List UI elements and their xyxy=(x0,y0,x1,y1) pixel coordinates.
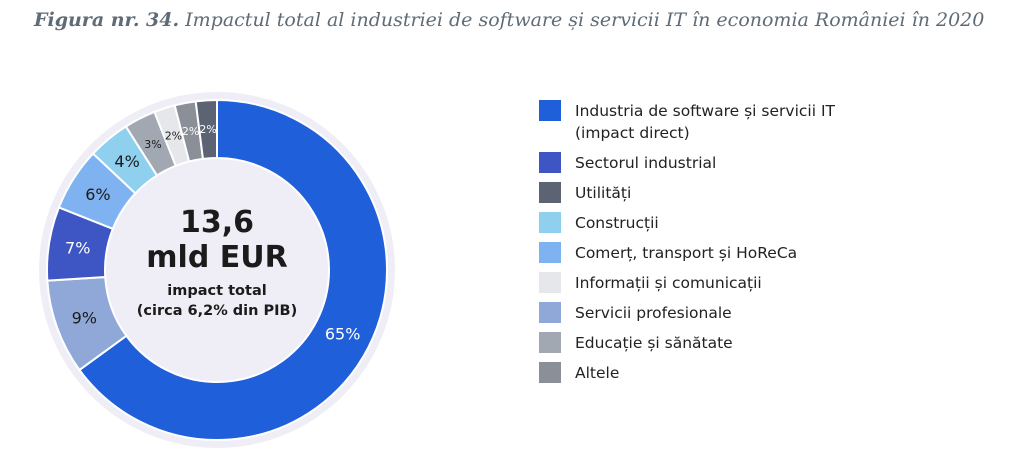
slice-label: 4% xyxy=(114,152,139,171)
slice-label: 2% xyxy=(165,129,182,142)
figure-caption: Figura nr. 34. Impactul total al industr… xyxy=(34,6,994,34)
legend-swatch xyxy=(539,152,561,173)
legend-swatch xyxy=(539,332,561,353)
slice-label: 7% xyxy=(65,238,90,257)
center-label: impact total xyxy=(167,283,266,299)
legend-item: Altele xyxy=(539,362,875,384)
slice-label: 65% xyxy=(325,325,361,344)
donut-chart: 65%9%7%6%4%3%2% 2% 2% 13,6 mld EUR impact … xyxy=(39,92,395,448)
legend-label: Utilități xyxy=(575,184,632,202)
legend-label: Educație și sănătate xyxy=(575,334,733,352)
slice-label: 9% xyxy=(72,308,97,327)
legend-item: Industria de software și servicii IT (im… xyxy=(539,100,875,144)
legend-item: Comerț, transport și HoReCa xyxy=(539,242,875,264)
legend-item: Construcții xyxy=(539,212,875,234)
legend-label: Industria de software și servicii IT (im… xyxy=(575,102,835,142)
legend-item: Informații și comunicații xyxy=(539,272,875,294)
legend-swatch xyxy=(539,272,561,293)
legend-swatch xyxy=(539,362,561,383)
slice-label: 2% xyxy=(199,123,216,136)
donut-slice-labels: 65%9%7%6%4%3%2% 2% 2% xyxy=(65,123,360,344)
legend-item: Servicii profesionale xyxy=(539,302,875,324)
donut-slices xyxy=(46,98,388,441)
donut-center xyxy=(115,168,319,372)
legend-item: Educație și sănătate xyxy=(539,332,875,354)
donut-slice xyxy=(78,98,388,441)
legend-swatch xyxy=(539,242,561,263)
slice-label: 2% xyxy=(182,125,199,138)
legend-label: Comerț, transport și HoReCa xyxy=(575,244,798,262)
center-value: 13,6 xyxy=(180,205,254,240)
figure-number: Figura nr. 34. xyxy=(34,9,180,31)
legend-swatch xyxy=(539,302,561,323)
legend-label: Sectorul industrial xyxy=(575,154,717,172)
center-unit: mld EUR xyxy=(146,240,287,275)
center-note: (circa 6,2% din PIB) xyxy=(137,303,297,319)
legend-label: Altele xyxy=(575,364,620,382)
legend-swatch xyxy=(539,212,561,233)
legend-item: Utilități xyxy=(539,182,875,204)
legend-swatch xyxy=(539,182,561,203)
legend-label: Construcții xyxy=(575,214,659,232)
donut-slice xyxy=(194,98,218,161)
legend-swatch xyxy=(539,100,561,121)
legend-label: Informații și comunicații xyxy=(575,274,762,292)
legend-item: Sectorul industrial xyxy=(539,152,875,174)
legend-label: Servicii profesionale xyxy=(575,304,732,322)
chart-legend: Industria de software și servicii IT (im… xyxy=(539,100,875,392)
slice-label: 3% xyxy=(144,138,161,151)
figure-title: Impactul total al industriei de software… xyxy=(185,9,985,31)
slice-label: 6% xyxy=(85,185,110,204)
